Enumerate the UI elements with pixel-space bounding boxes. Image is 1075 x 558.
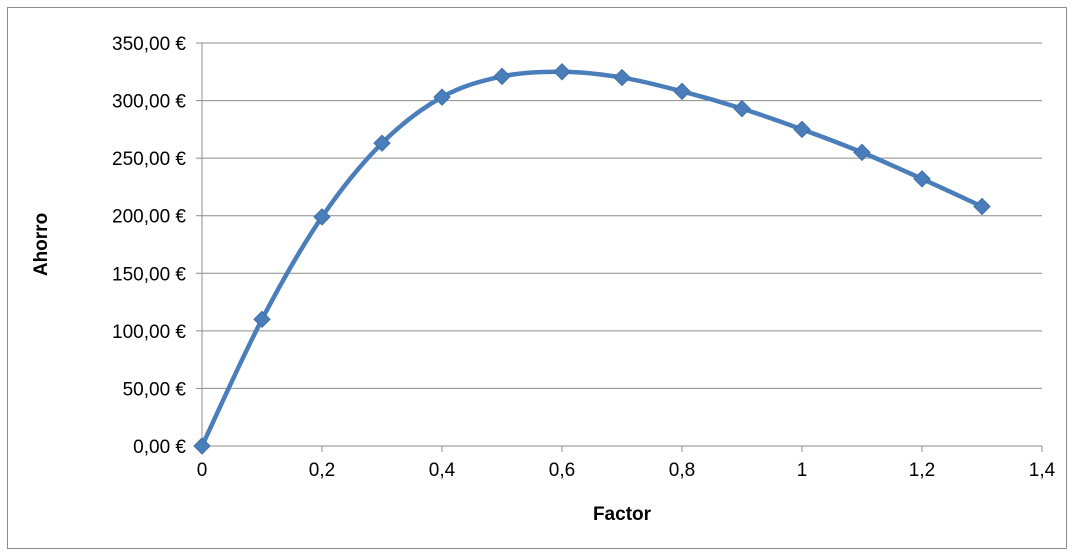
x-tick-label: 0,2 [309,460,335,481]
y-axis-tick-labels: 0,00 € 50,00 € 100,00 € 150,00 € 200,00 € 250… [112,34,186,458]
x-tick-label: 0,8 [669,460,695,481]
x-tick-label: 0,6 [549,460,575,481]
series-group [193,63,991,455]
y-tick-label: 100,00 € [112,322,186,343]
y-tick-label: 350,00 € [112,34,186,55]
y-tick-label: 200,00 € [112,207,186,228]
y-tick-label: 0,00 € [133,437,186,458]
y-tick-label: 150,00 € [112,264,186,285]
data-point-marker [853,143,871,162]
x-axis-title: Factor [593,504,652,525]
x-tick-label: 1 [797,460,808,481]
x-tick-label: 0 [197,460,208,481]
gridlines [202,42,1042,389]
data-point-marker [673,82,691,101]
y-tick-label: 50,00 € [123,379,187,400]
x-tick-label: 1,2 [909,460,935,481]
data-point-marker [193,437,211,455]
x-tick-label: 0,4 [429,460,456,481]
data-point-marker [493,67,511,86]
y-tick-label: 300,00 € [112,92,186,113]
y-tick-label: 250,00 € [112,149,186,170]
data-point-marker [913,170,931,188]
data-point-marker [433,88,451,106]
y-axis-title: Ahorro [31,213,52,276]
data-point-marker [793,120,811,139]
data-point-marker [613,68,631,87]
series-line [199,69,985,449]
line-chart: 0,00 € 50,00 € 100,00 € 150,00 € 200,00 € 250… [31,34,1056,525]
data-point-marker [373,134,391,152]
x-tick-label: 1,4 [1029,460,1056,481]
axes [196,42,1043,452]
x-axis-tick-labels: 0 0,2 0,4 0,6 0,8 1 1,2 1,4 [197,460,1056,481]
series-0 [193,63,991,455]
data-point-marker [733,99,751,118]
chart-area: 0,00 € 50,00 € 100,00 € 150,00 € 200,00 € 250… [7,7,1067,549]
data-point-marker [313,208,331,226]
data-point-marker [553,63,571,81]
data-point-marker [253,310,271,329]
data-point-marker [973,197,991,216]
